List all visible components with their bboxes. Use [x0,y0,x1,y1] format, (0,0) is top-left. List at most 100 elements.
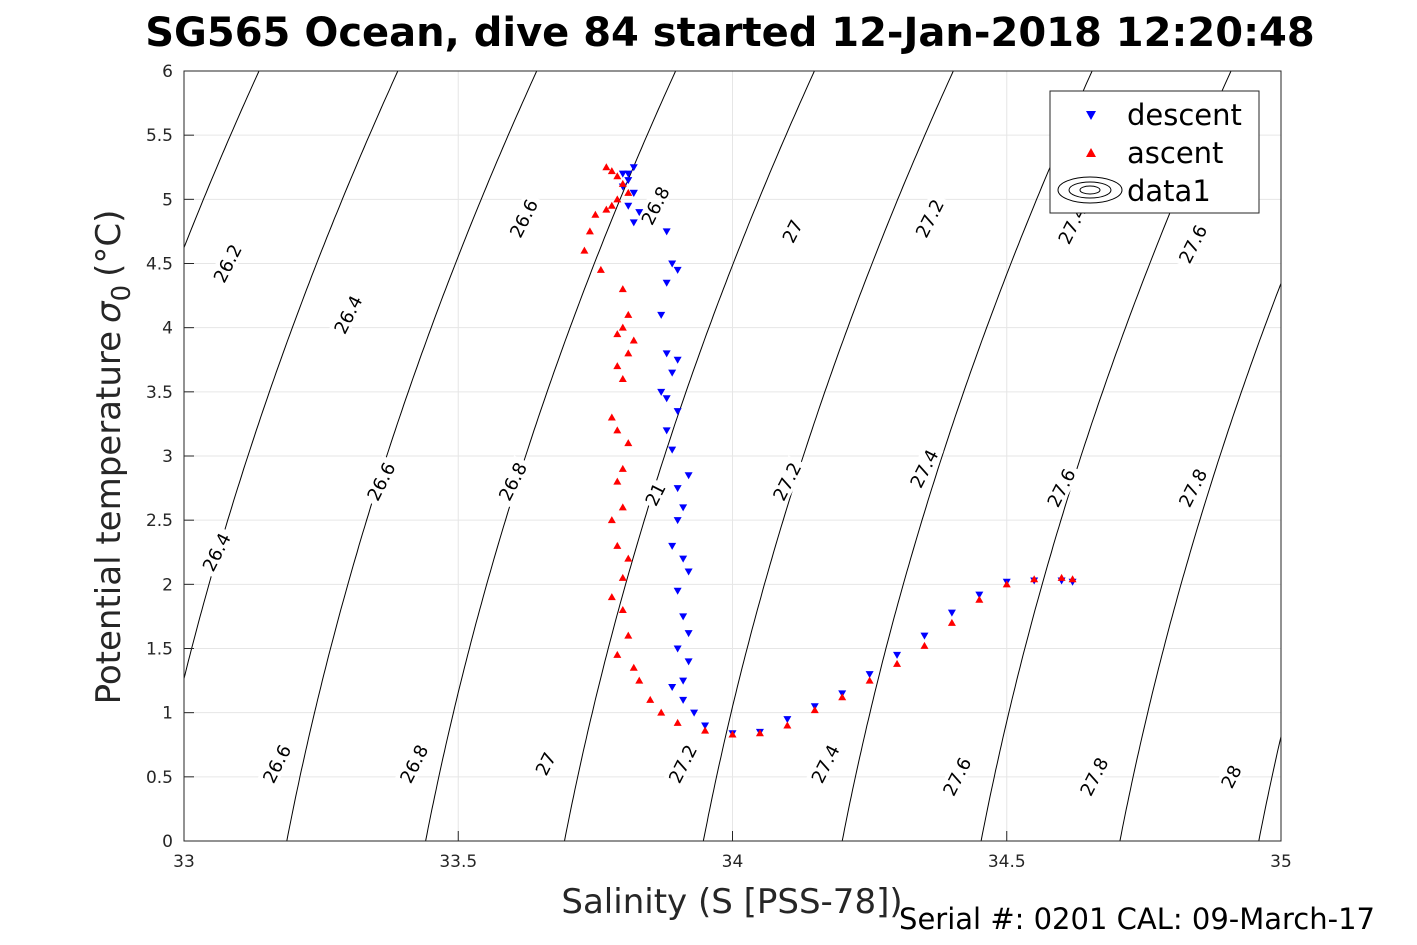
y-tick-label: 5 [162,190,173,210]
ascent-point [607,413,616,421]
y-tick-label: 2 [162,575,173,595]
ascent-point [607,167,616,175]
legend-marker-data1 [1057,176,1123,204]
density-contour-label: 26.6 [256,737,297,790]
descent-point [662,350,671,358]
svg-text:27.8: 27.8 [1175,466,1212,511]
ascent-point [624,349,633,357]
ascent-point [585,227,594,235]
x-tick-label: 33.5 [439,852,477,872]
ascent-point [1068,575,1077,583]
density-contour-label: 26.8 [492,455,533,508]
chart-title: SG565 Ocean, dive 84 started 12-Jan-2018… [145,10,1314,56]
descent-point [684,658,693,666]
ascent-point [701,726,710,734]
descent-point [624,202,633,210]
x-tick-label: 34 [722,852,744,872]
density-contour-line [184,71,260,250]
ascent-point [865,676,874,684]
svg-text:27.2: 27.2 [769,459,806,504]
ascent-point [602,205,611,213]
ascent-point [607,516,616,524]
svg-text:27: 27 [779,217,808,247]
ascent-point [755,729,764,737]
density-contour-label: 26.8 [635,179,675,232]
ascent-point [893,659,902,667]
svg-text:27.2: 27.2 [912,196,949,241]
descent-point [673,517,682,525]
ascent-point [624,631,633,639]
svg-text:28: 28 [1217,762,1246,792]
ascent-point [618,285,627,293]
svg-text:26.8: 26.8 [396,742,433,787]
descent-point [865,671,874,679]
svg-text:26.8: 26.8 [638,183,675,228]
density-contour-line [702,71,954,841]
descent-point [673,266,682,274]
ascent-point [624,310,633,318]
series-descent [618,164,1077,738]
descent-point [673,356,682,364]
ascent-point [947,618,956,626]
descent-point [684,472,693,480]
descent-point [679,677,688,685]
descent-point [679,613,688,621]
x-tick-label: 35 [1270,852,1292,872]
descent-point [893,651,902,659]
density-contour-line [286,71,538,841]
descent-point [701,722,710,730]
ascent-point [920,641,929,649]
legend: descent ascent data1 [1049,90,1260,214]
legend-label-ascent: ascent [1127,136,1223,170]
ascent-point [673,718,682,726]
svg-text:26.4: 26.4 [199,530,236,575]
descent-point [673,645,682,653]
series-ascent [580,163,1077,738]
ascent-point [624,554,633,562]
y-axis-label-unit: (°C) [89,210,129,277]
ascent-point [613,650,622,658]
ascent-point [646,695,655,703]
descent-point [690,709,699,717]
density-contour-label: 27 [777,214,808,248]
y-tick-label: 3.5 [146,383,173,403]
legend-label-descent: descent [1127,98,1242,132]
x-tick-label: 34.5 [988,852,1026,872]
density-contour-label: 27.8 [1172,461,1213,514]
descent-point [662,395,671,403]
density-contour-label: 26.4 [327,288,368,341]
descent-point [624,170,633,178]
ascent-point [618,179,627,187]
density-contour-label: 27.6 [1040,461,1081,514]
density-contour-label: 27.2 [766,455,807,508]
y-tick-label: 4 [162,319,173,339]
ascent-point [1057,573,1066,581]
y-tick-label: 4.5 [146,255,173,275]
descent-point [629,219,638,227]
descent-point [668,542,677,550]
density-contour-line [1258,734,1281,841]
descent-point [679,696,688,704]
y-tick-label: 1.5 [146,640,173,660]
density-contour-label: 27.2 [662,737,703,790]
descent-point [668,684,677,691]
density-contour-line [184,71,399,681]
ascent-point [1030,575,1039,583]
legend-marker-descent [1086,111,1096,120]
svg-text:26.6: 26.6 [506,196,543,241]
descent-point [668,446,677,454]
descent-point [624,177,633,185]
ascent-point [607,593,616,601]
ascent-point [613,362,622,370]
descent-point [668,260,677,268]
ascent-point [613,477,622,485]
ascent-point [629,336,638,344]
descent-point [673,485,682,493]
descent-point [673,587,682,595]
y-tick-label: 6 [162,62,173,82]
density-contour-label: 26.6 [503,192,544,245]
ascent-point [975,595,984,603]
density-contour-label: 26.8 [393,737,434,790]
